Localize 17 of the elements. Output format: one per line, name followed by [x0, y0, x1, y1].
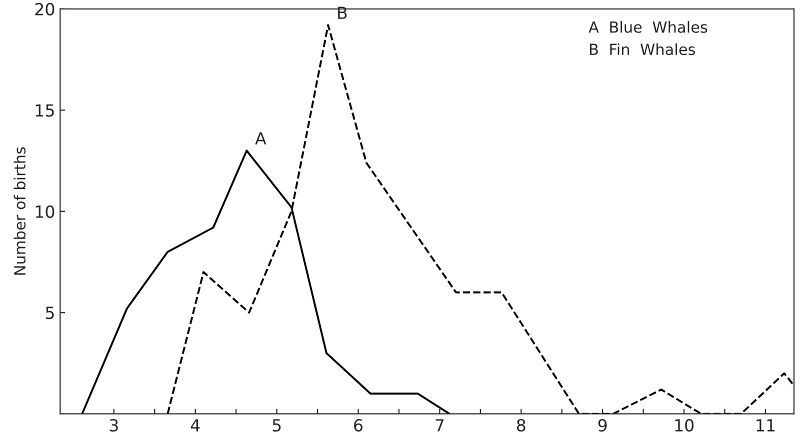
y-tick-label: 10 [36, 205, 54, 218]
x-tick-label: 5 [272, 419, 281, 432]
y-tick-label: 15 [36, 104, 54, 117]
y-axis-title: Number of births [14, 147, 26, 275]
x-tick-label: 6 [354, 419, 362, 432]
x-tick-label: 11 [756, 419, 775, 432]
x-tick-label: 7 [436, 419, 444, 432]
x-tick-label: 3 [110, 419, 118, 432]
y-tick-label: 20 [35, 2, 54, 16]
y-tick-label: 5 [46, 306, 54, 320]
x-tick-label: 10 [675, 419, 694, 432]
annotation: A Blue Whales [588, 21, 708, 33]
x-tick-label: 4 [190, 419, 200, 432]
annotation: B Fin Whales [590, 43, 696, 56]
x-tick-label: 8 [516, 419, 526, 432]
annotation: A [255, 132, 266, 144]
x-tick-label: 9 [598, 419, 607, 432]
